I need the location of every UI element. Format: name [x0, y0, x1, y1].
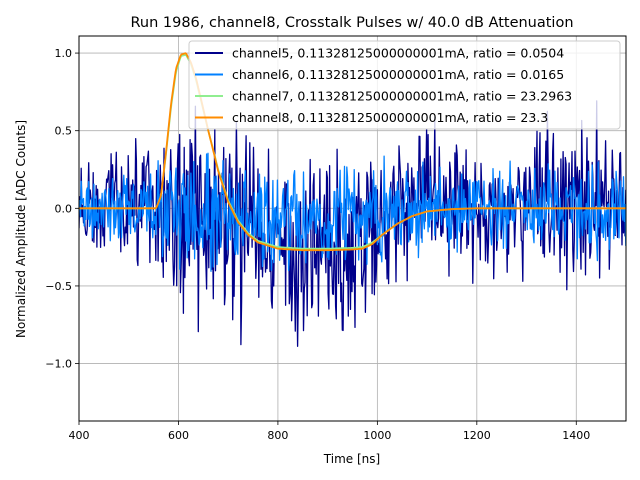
- x-tick-label: 600: [168, 429, 189, 442]
- series-layer: [79, 52, 626, 347]
- x-tick-label: 1000: [363, 429, 391, 442]
- legend-entry: channel8, 0.11328125000000001mA, ratio =…: [232, 110, 548, 125]
- x-tick-label: 400: [69, 429, 90, 442]
- x-tick-label: 1400: [562, 429, 590, 442]
- plot-frame: [78, 35, 627, 422]
- legend-entry: channel6, 0.11328125000000001mA, ratio =…: [232, 67, 564, 82]
- y-axis-label: Normalized Amplitude [ADC Counts]: [14, 120, 28, 338]
- y-tick-label: 0.0: [55, 202, 73, 215]
- y-tick-label: 0.5: [55, 125, 73, 138]
- axis-ticks: 400 600 800 1000 1200 1400 −1.0 −0.5 0.0 0.5 1.0: [45, 47, 590, 442]
- series-line-4: [79, 52, 626, 252]
- legend-entry: channel7, 0.11328125000000001mA, ratio =…: [232, 89, 572, 104]
- legend: channel5, 0.11328125000000001mA, ratio =…: [188, 40, 621, 130]
- y-tick-label: −0.5: [45, 280, 72, 293]
- legend-box: [188, 40, 621, 130]
- y-tick-label: −1.0: [45, 358, 72, 371]
- legend-entry: channel5, 0.11328125000000001mA, ratio =…: [232, 46, 564, 61]
- series-line-2: [79, 152, 626, 272]
- x-axis-label: Time [ns]: [323, 452, 380, 466]
- y-tick-label: 1.0: [55, 47, 73, 60]
- chart-title: Run 1986, channel8, Crosstalk Pulses w/ …: [130, 15, 573, 31]
- x-tick-label: 800: [267, 429, 288, 442]
- x-tick-label: 1200: [463, 429, 491, 442]
